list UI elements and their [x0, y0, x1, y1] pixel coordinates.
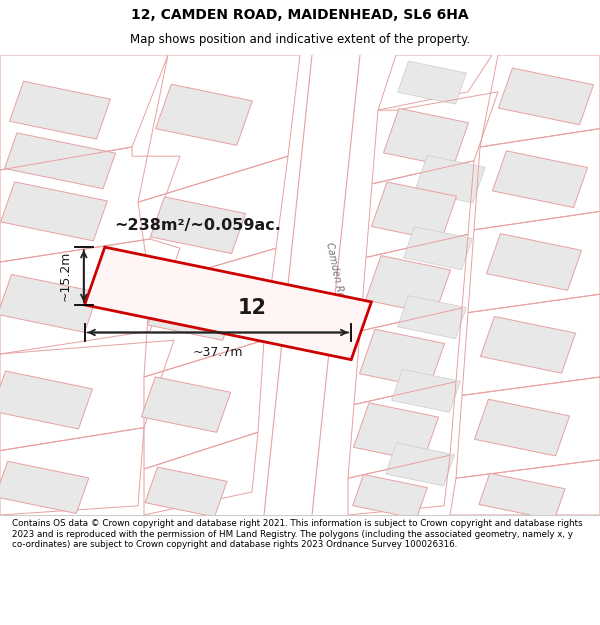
- Polygon shape: [151, 197, 245, 254]
- Polygon shape: [353, 474, 427, 519]
- Polygon shape: [415, 156, 485, 203]
- Polygon shape: [142, 377, 230, 432]
- Polygon shape: [383, 109, 469, 167]
- Polygon shape: [5, 133, 115, 189]
- Polygon shape: [386, 443, 454, 486]
- Polygon shape: [85, 247, 371, 359]
- Polygon shape: [148, 285, 236, 341]
- Polygon shape: [0, 371, 92, 429]
- Polygon shape: [155, 84, 253, 146]
- Polygon shape: [398, 296, 466, 339]
- Text: Map shows position and indicative extent of the property.: Map shows position and indicative extent…: [130, 33, 470, 46]
- Polygon shape: [0, 461, 89, 514]
- Polygon shape: [499, 68, 593, 125]
- Polygon shape: [359, 329, 445, 388]
- Polygon shape: [479, 473, 565, 520]
- Polygon shape: [145, 467, 227, 517]
- Polygon shape: [264, 55, 360, 515]
- Text: ~15.2m: ~15.2m: [59, 251, 72, 301]
- Text: 12: 12: [238, 298, 266, 318]
- Polygon shape: [392, 369, 460, 413]
- Polygon shape: [365, 256, 451, 314]
- Polygon shape: [475, 399, 569, 456]
- Polygon shape: [493, 151, 587, 208]
- Polygon shape: [10, 81, 110, 139]
- Polygon shape: [371, 182, 457, 241]
- Polygon shape: [481, 316, 575, 373]
- Polygon shape: [404, 227, 472, 270]
- Text: ~37.7m: ~37.7m: [193, 346, 243, 359]
- Text: 12, CAMDEN ROAD, MAIDENHEAD, SL6 6HA: 12, CAMDEN ROAD, MAIDENHEAD, SL6 6HA: [131, 8, 469, 22]
- Polygon shape: [1, 182, 107, 241]
- Polygon shape: [398, 61, 466, 104]
- Polygon shape: [487, 234, 581, 291]
- Text: Contains OS data © Crown copyright and database right 2021. This information is : Contains OS data © Crown copyright and d…: [12, 519, 583, 549]
- Polygon shape: [0, 274, 98, 332]
- Polygon shape: [353, 403, 439, 461]
- Text: Camden Road: Camden Road: [324, 241, 348, 311]
- Text: ~238m²/~0.059ac.: ~238m²/~0.059ac.: [114, 217, 281, 232]
